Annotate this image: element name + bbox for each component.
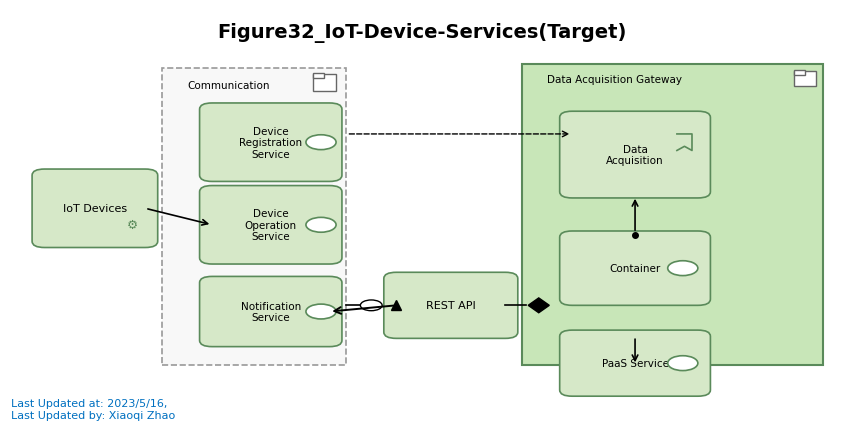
FancyBboxPatch shape [200,186,342,265]
Circle shape [306,135,336,150]
Text: Figure32_IoT-Device-Services(Target): Figure32_IoT-Device-Services(Target) [217,23,626,43]
Text: Device
Registration
Service: Device Registration Service [239,126,303,159]
Text: Communication: Communication [187,81,270,91]
Bar [313,74,325,79]
Text: Container: Container [609,264,661,273]
Circle shape [668,261,698,276]
Text: REST API: REST API [426,301,475,311]
Text: Data
Acquisition: Data Acquisition [606,144,663,166]
Circle shape [306,218,336,233]
FancyBboxPatch shape [200,104,342,182]
Text: Data Acquisition Gateway: Data Acquisition Gateway [547,75,682,85]
Circle shape [360,300,382,311]
Text: IoT Devices: IoT Devices [63,204,127,214]
Polygon shape [529,298,550,313]
Bar [794,72,816,87]
Bar [162,69,346,366]
Text: Notification
Service: Notification Service [240,301,301,322]
FancyBboxPatch shape [384,273,518,339]
Circle shape [668,356,698,371]
FancyBboxPatch shape [560,231,711,305]
FancyBboxPatch shape [560,112,711,199]
Text: Last Updated at: 2023/5/16,
Last Updated by: Xiaoqi Zhao: Last Updated at: 2023/5/16, Last Updated… [11,398,175,420]
FancyBboxPatch shape [522,65,824,366]
Circle shape [306,304,336,319]
FancyBboxPatch shape [32,170,158,248]
Bar [794,71,805,76]
Text: Device
Operation
Service: Device Operation Service [244,209,297,242]
Text: ⚙: ⚙ [127,219,138,231]
FancyBboxPatch shape [200,277,342,347]
Bar [313,75,336,91]
Text: PaaS Service: PaaS Service [602,358,668,368]
FancyBboxPatch shape [560,330,711,396]
